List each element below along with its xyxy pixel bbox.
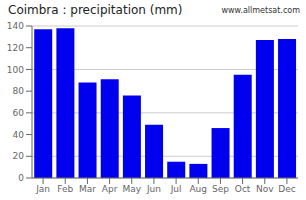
svg-text:Jan: Jan — [35, 184, 50, 194]
svg-text:Oct: Oct — [235, 184, 251, 194]
svg-text:40: 40 — [13, 130, 25, 140]
svg-text:Jul: Jul — [170, 184, 182, 194]
html-text:www.allmetsat.com: www.allmetsat.com — [221, 5, 300, 15]
svg-text:Apr: Apr — [102, 184, 118, 194]
svg-text:60: 60 — [13, 108, 25, 118]
svg-text:Nov: Nov — [256, 184, 274, 194]
svg-text:Dec: Dec — [278, 184, 295, 194]
svg-text:Mar: Mar — [79, 184, 96, 194]
svg-text:20: 20 — [13, 151, 25, 161]
svg-text:Sep: Sep — [212, 184, 229, 194]
svg-text:120: 120 — [8, 43, 24, 53]
svg-text:140: 140 — [8, 21, 24, 31]
svg-text:80: 80 — [13, 86, 25, 96]
svg-text:Jun: Jun — [146, 184, 161, 194]
svg-text:Feb: Feb — [57, 184, 73, 194]
svg-text:May: May — [122, 184, 141, 194]
svg-text:Aug: Aug — [189, 184, 207, 194]
svg-text:0: 0 — [18, 173, 24, 183]
svg-text:100: 100 — [8, 65, 24, 75]
html-text:Coimbra : precipitation (mm): Coimbra : precipitation (mm) — [8, 3, 183, 17]
